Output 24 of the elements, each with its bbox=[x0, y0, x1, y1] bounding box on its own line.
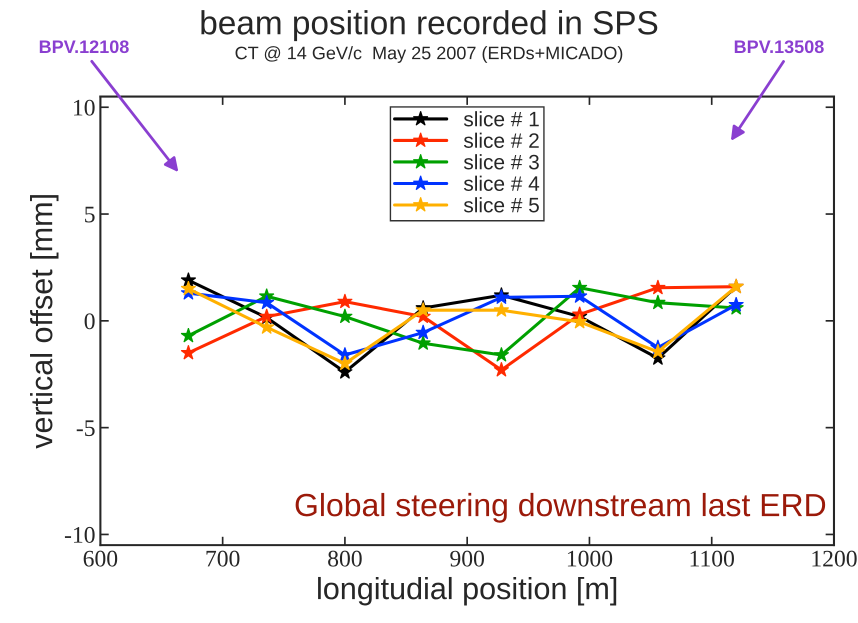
x-axis-title: longitudial position [m] bbox=[318, 576, 616, 606]
legend-label: slice # 5 bbox=[464, 197, 539, 212]
y-tick-label: 5 bbox=[85, 206, 95, 222]
text: BPV.12108 bbox=[40, 40, 129, 54]
x-tick-label: 600 bbox=[84, 550, 118, 567]
y-tick-label: -5 bbox=[76, 420, 95, 436]
y-tick-label: -10 bbox=[64, 526, 95, 543]
y-tick-label: 0 bbox=[84, 313, 95, 330]
x-tick-label: 1200 bbox=[812, 550, 857, 567]
x-tick-label: 700 bbox=[206, 550, 240, 567]
legend-label: slice # 1 bbox=[464, 111, 539, 126]
text: BPV.13508 bbox=[734, 40, 824, 54]
y-axis-title: vertical offset [mm] bbox=[30, 195, 58, 449]
legend-label: slice # 3 bbox=[464, 154, 539, 170]
chart-title: beam position recorded in SPS bbox=[201, 10, 658, 42]
x-tick-label: 1000 bbox=[568, 550, 612, 567]
chart-subtitle: CT @ 14 GeV/c May 25 2007 (ERDs+MICADO) bbox=[236, 46, 622, 63]
legend-label: slice # 4 bbox=[464, 176, 540, 191]
x-tick-label: 800 bbox=[328, 550, 362, 567]
x-tick-label: 900 bbox=[450, 550, 484, 567]
legend-label: slice # 2 bbox=[464, 132, 539, 148]
y-tick-label: 10 bbox=[74, 100, 95, 116]
annotation: Global steering downstream last ERD bbox=[296, 492, 826, 523]
x-tick-label: 1100 bbox=[690, 550, 734, 567]
